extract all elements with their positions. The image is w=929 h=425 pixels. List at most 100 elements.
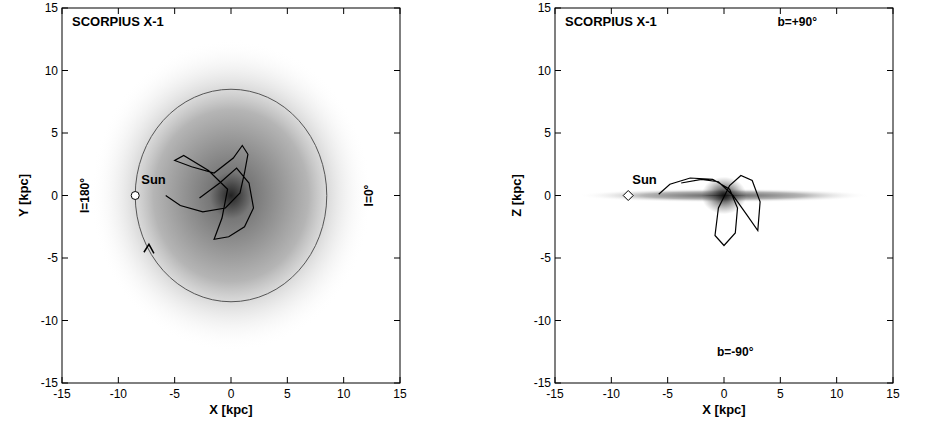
- orbit-line: [166, 146, 254, 240]
- y-axis-title: Y [kpc]: [16, 174, 31, 217]
- y-tick: [555, 133, 561, 134]
- x-axis-title: X [kpc]: [702, 402, 745, 417]
- x-tick-label: 0: [721, 387, 728, 401]
- sun-marker: [623, 191, 633, 201]
- y-tick-label: -15: [534, 376, 552, 390]
- x-tick: [231, 377, 232, 383]
- x-tick: [724, 8, 725, 14]
- y-tick: [394, 258, 400, 259]
- x-tick: [611, 377, 612, 383]
- panel-title: SCORPIUS X-1: [565, 14, 657, 29]
- series-label: Sun: [141, 172, 166, 187]
- x-tick: [667, 8, 668, 14]
- y-tick-label: -5: [47, 251, 58, 265]
- x-tick: [555, 377, 556, 383]
- x-tick: [836, 8, 837, 14]
- x-tick: [893, 377, 894, 383]
- y-tick: [887, 383, 893, 384]
- y-tick: [555, 70, 561, 71]
- x-tick: [724, 377, 725, 383]
- annotation: b=+90°: [777, 15, 817, 29]
- y-tick: [62, 133, 68, 134]
- x-tick: [62, 377, 63, 383]
- y-tick: [555, 258, 561, 259]
- x-tick: [555, 8, 556, 14]
- y-tick-label: 5: [544, 126, 551, 140]
- x-tick: [400, 8, 401, 14]
- x-tick: [287, 8, 288, 14]
- y-tick: [394, 133, 400, 134]
- panel: -15-10-5051015-15-10-5051015X [kpc]Y [kp…: [16, 1, 407, 417]
- solar-circle: [135, 89, 327, 302]
- sun-marker: [131, 192, 139, 200]
- x-tick: [118, 377, 119, 383]
- y-tick: [394, 70, 400, 71]
- y-tick: [887, 70, 893, 71]
- y-tick: [555, 383, 561, 384]
- x-tick: [400, 377, 401, 383]
- x-tick: [174, 377, 175, 383]
- rotation-arrow: [144, 244, 154, 253]
- y-tick: [555, 8, 561, 9]
- y-tick-label: -10: [41, 314, 59, 328]
- x-tick: [343, 377, 344, 383]
- plot-area: [90, 39, 372, 352]
- x-tick-label: 5: [284, 387, 291, 401]
- y-tick: [394, 320, 400, 321]
- x-tick: [231, 8, 232, 14]
- y-tick-label: 5: [51, 126, 58, 140]
- x-tick: [667, 377, 668, 383]
- x-tick-label: 5: [777, 387, 784, 401]
- x-tick: [780, 8, 781, 14]
- x-tick: [893, 8, 894, 14]
- figure: -15 -10 -5 0 5 10 15 -15 -10 -5 0 5 10 15 X [kpc] Y [kp…: [0, 0, 929, 425]
- y-tick-label: -15: [41, 376, 59, 390]
- x-tick-label: 0: [228, 387, 235, 401]
- y-tick: [887, 320, 893, 321]
- y-tick-label: -5: [540, 251, 551, 265]
- y-tick: [394, 383, 400, 384]
- x-tick-label: -10: [603, 387, 621, 401]
- x-tick-label: 10: [830, 387, 844, 401]
- y-tick-label: 10: [45, 64, 59, 78]
- x-tick-label: -5: [169, 387, 180, 401]
- y-tick: [62, 8, 68, 9]
- y-tick: [887, 195, 893, 196]
- x-tick-label: 15: [886, 387, 900, 401]
- y-tick-label: 10: [538, 64, 552, 78]
- annotation: l=180°: [78, 178, 92, 213]
- galaxy-disk: [90, 39, 372, 352]
- x-tick: [343, 8, 344, 14]
- y-tick: [62, 320, 68, 321]
- x-tick: [836, 377, 837, 383]
- y-axis-title: Z [kpc]: [509, 174, 524, 217]
- y-tick-label: -10: [534, 314, 552, 328]
- plot-area: [578, 176, 871, 246]
- y-tick: [394, 8, 400, 9]
- x-tick-label: -10: [110, 387, 128, 401]
- frame: [555, 8, 893, 383]
- annotation: l=0°: [362, 184, 376, 206]
- annotation: b=-90°: [717, 345, 754, 359]
- y-tick: [62, 70, 68, 71]
- x-tick: [174, 8, 175, 14]
- y-tick: [62, 258, 68, 259]
- y-tick: [555, 320, 561, 321]
- y-tick: [887, 258, 893, 259]
- y-tick-label: 0: [51, 189, 58, 203]
- y-tick: [394, 195, 400, 196]
- x-tick-label: -5: [662, 387, 673, 401]
- x-tick-label: 10: [337, 387, 351, 401]
- panel-title: SCORPIUS X-1: [72, 14, 164, 29]
- y-tick: [62, 195, 68, 196]
- y-tick-label: 15: [538, 1, 552, 15]
- x-axis-title: X [kpc]: [209, 402, 252, 417]
- x-tick: [62, 8, 63, 14]
- y-tick-label: 15: [45, 1, 59, 15]
- y-tick: [887, 133, 893, 134]
- y-tick: [62, 383, 68, 384]
- y-tick: [555, 195, 561, 196]
- x-tick-label: 15: [393, 387, 407, 401]
- frame: [62, 8, 400, 383]
- y-tick: [887, 8, 893, 9]
